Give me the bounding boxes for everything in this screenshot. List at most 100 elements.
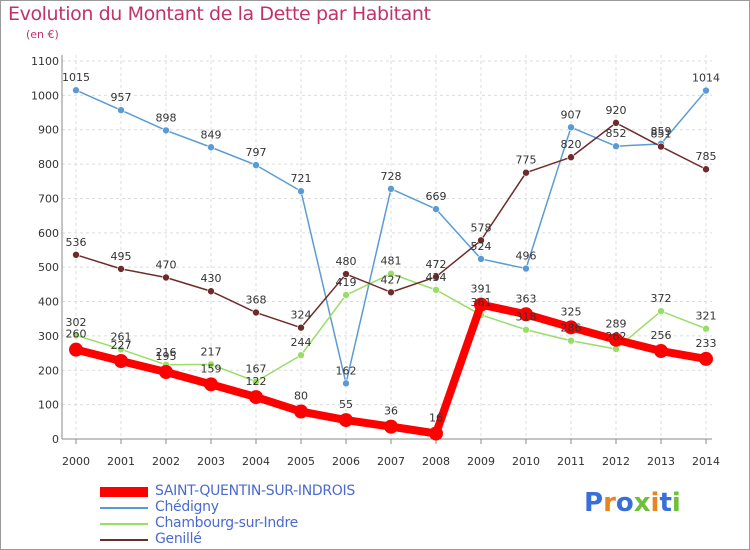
data-label: 957 [111, 91, 132, 104]
data-point [654, 344, 668, 359]
data-point [342, 379, 350, 388]
y-tick-label: 1100 [31, 55, 59, 68]
data-point [117, 265, 125, 273]
legend-label: Genillé [155, 531, 202, 547]
data-point [699, 351, 713, 366]
data-label: 472 [426, 258, 447, 271]
data-label: 321 [696, 310, 717, 323]
data-label: 372 [651, 292, 672, 305]
data-label: 216 [156, 346, 177, 359]
data-point [567, 153, 575, 162]
data-label: 302 [66, 316, 87, 329]
data-label: 419 [336, 276, 357, 289]
data-label: 195 [156, 350, 177, 363]
x-tick-label: 2013 [647, 455, 675, 468]
x-tick-label: 2010 [512, 455, 540, 468]
data-label: 721 [291, 172, 312, 185]
x-tick-label: 2012 [602, 455, 630, 468]
data-point [609, 332, 623, 347]
data-label: 391 [471, 283, 492, 296]
data-label: 1014 [692, 72, 720, 85]
data-point [612, 142, 620, 151]
x-tick-label: 2009 [467, 455, 495, 468]
data-label: 167 [246, 363, 267, 376]
data-point [342, 291, 350, 299]
legend-label: Chambourg-sur-Indre [155, 515, 298, 531]
data-label: 80 [294, 390, 308, 403]
logo-letter: t [659, 488, 672, 518]
data-label: 233 [696, 337, 717, 350]
data-point [249, 390, 263, 405]
data-point [474, 297, 488, 312]
data-label: 434 [426, 271, 447, 284]
data-label: 785 [696, 150, 717, 163]
data-point [162, 126, 170, 135]
data-label: 907 [561, 108, 582, 121]
data-label: 260 [66, 328, 87, 341]
data-label: 669 [426, 190, 447, 203]
data-point [117, 106, 125, 114]
data-label: 851 [651, 128, 672, 141]
data-point [384, 419, 398, 434]
data-point [297, 351, 305, 359]
legend-label: Chédigny [155, 499, 219, 515]
data-label: 920 [606, 104, 627, 117]
data-point [72, 251, 80, 259]
y-tick-label: 200 [38, 364, 59, 377]
logo-letter: i [671, 488, 681, 518]
data-label: 256 [651, 329, 672, 342]
chart-title: Evolution du Montant de la Dette par Hab… [8, 3, 431, 25]
data-point [702, 165, 710, 174]
data-label: 162 [336, 364, 357, 377]
data-label: 480 [336, 255, 357, 268]
data-point [159, 364, 173, 379]
data-point [564, 320, 578, 335]
data-label: 227 [111, 339, 132, 352]
data-label: 470 [156, 258, 177, 271]
data-point [252, 377, 260, 386]
data-label: 820 [561, 138, 582, 151]
data-point [387, 269, 395, 278]
data-label: 524 [471, 240, 492, 253]
data-label: 16 [429, 412, 443, 425]
legend-label: SAINT-QUENTIN-SUR-INDROIS [155, 483, 355, 499]
data-point [69, 342, 83, 357]
x-tick-label: 2002 [152, 455, 180, 468]
data-point [252, 308, 260, 317]
data-label: 361 [471, 296, 492, 309]
legend-swatch [100, 507, 148, 509]
data-point [432, 286, 440, 294]
data-point [72, 331, 80, 340]
grid-lines [62, 55, 712, 439]
data-label: 217 [201, 345, 222, 358]
data-point [432, 273, 440, 281]
y-tick-label: 100 [38, 399, 59, 412]
axes: 0 100 200 300 400 500 600 700 800 900 1000 1100 2000… [31, 55, 720, 468]
data-point [114, 353, 128, 368]
data-label: 368 [246, 294, 267, 307]
data-label: 159 [201, 362, 222, 375]
data-point [657, 307, 665, 315]
logo-letter: P [584, 488, 604, 518]
data-point [162, 273, 170, 282]
data-label: 261 [111, 330, 132, 343]
data-point [519, 307, 533, 322]
legend-swatch [100, 539, 148, 541]
series-layer [69, 86, 713, 441]
data-label: 55 [339, 398, 353, 411]
data-labels-layer: 1015 957 898 849 797 721 162 728 669 524 496 907 852… [62, 71, 720, 424]
y-tick-label: 600 [38, 227, 59, 240]
data-label: 536 [66, 236, 87, 249]
data-point [567, 123, 575, 132]
proxiti-logo: Proxiti [584, 488, 681, 518]
data-label: 262 [606, 330, 627, 343]
logo-letter: o [615, 488, 634, 518]
data-label: 318 [516, 311, 537, 324]
x-tick-label: 2001 [107, 455, 135, 468]
x-tick-label: 2007 [377, 455, 405, 468]
data-point [387, 185, 395, 193]
data-label: 122 [246, 375, 267, 388]
x-tick-label: 2011 [557, 455, 585, 468]
